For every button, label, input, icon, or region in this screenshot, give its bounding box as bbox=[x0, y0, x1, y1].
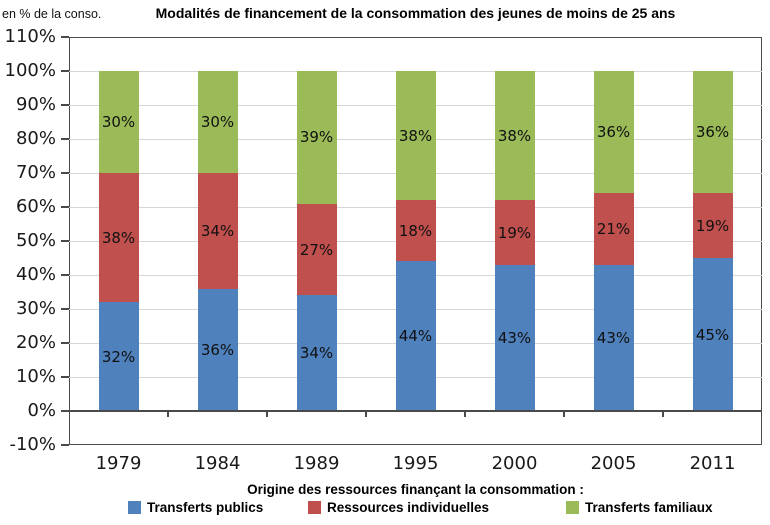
y-axis-tick-label: 10% bbox=[15, 366, 56, 387]
y-axis-tick bbox=[61, 138, 69, 140]
y-axis-tick bbox=[61, 376, 69, 378]
bar-segment-transferts-familiaux bbox=[494, 71, 535, 201]
bar-segment-ressources-individuelles bbox=[296, 203, 337, 296]
x-axis-zero-line bbox=[69, 410, 762, 412]
legend-item-ressources-individuelles: Ressources individuelles bbox=[308, 499, 489, 515]
bar-value-label: 36% bbox=[695, 123, 730, 142]
bar-value-label: 36% bbox=[200, 340, 235, 359]
bar-segment-ressources-individuelles bbox=[593, 193, 634, 265]
bar-value-label: 43% bbox=[497, 328, 532, 347]
bar-segment-transferts-publics bbox=[593, 264, 634, 411]
bar-value-label: 44% bbox=[398, 327, 433, 346]
y-axis-tick-label: 0% bbox=[27, 400, 56, 421]
bar-value-label: 19% bbox=[497, 223, 532, 242]
y-axis-tick bbox=[61, 308, 69, 310]
x-axis-tick bbox=[365, 411, 367, 417]
bar-segment-ressources-individuelles bbox=[494, 200, 535, 265]
bar-value-label: 45% bbox=[695, 325, 730, 344]
bar-segment-transferts-publics bbox=[98, 302, 139, 411]
bar-segment-transferts-publics bbox=[197, 288, 238, 411]
y-axis-tick-label: 70% bbox=[15, 162, 56, 183]
y-axis-tick-label: 60% bbox=[15, 196, 56, 217]
y-axis-tick bbox=[61, 342, 69, 344]
legend-item-label: Ressources individuelles bbox=[327, 499, 490, 515]
bar-segment-transferts-familiaux bbox=[296, 71, 337, 204]
legend-swatch-icon bbox=[128, 500, 141, 514]
y-axis-unit-label: en % de la conso. bbox=[2, 7, 102, 21]
bar-value-label: 19% bbox=[695, 216, 730, 235]
bar-segment-transferts-publics bbox=[494, 264, 535, 411]
legend-swatch-icon bbox=[308, 500, 321, 514]
bar-value-label: 27% bbox=[299, 240, 334, 259]
y-axis-tick bbox=[61, 444, 69, 446]
bar-value-label: 21% bbox=[596, 220, 631, 239]
y-axis-tick-label: 50% bbox=[15, 230, 56, 251]
bar-value-label: 38% bbox=[398, 126, 433, 145]
bar-value-label: 39% bbox=[299, 128, 334, 147]
y-axis-tick-label: 90% bbox=[15, 94, 56, 115]
y-axis-tick bbox=[61, 274, 69, 276]
bar-segment-transferts-familiaux bbox=[692, 71, 733, 194]
bar-value-label: 36% bbox=[596, 123, 631, 142]
bar-value-label: 18% bbox=[398, 221, 433, 240]
x-axis-category-label: 2005 bbox=[590, 453, 637, 474]
bar-segment-transferts-familiaux bbox=[395, 71, 436, 201]
bar-segment-transferts-familiaux bbox=[593, 71, 634, 194]
y-axis-tick bbox=[61, 104, 69, 106]
legend-title: Origine des ressources finançant la cons… bbox=[247, 482, 584, 497]
bar-value-label: 43% bbox=[596, 328, 631, 347]
y-axis-tick-label: 40% bbox=[15, 264, 56, 285]
legend-item-label: Transferts publics bbox=[147, 499, 264, 515]
x-axis-tick bbox=[563, 411, 565, 417]
bar-value-label: 30% bbox=[200, 113, 235, 131]
bar-value-label: 38% bbox=[497, 126, 532, 145]
bar-value-label: 38% bbox=[101, 228, 136, 247]
x-axis-category-label: 1995 bbox=[392, 453, 439, 474]
legend-item-transferts-familiaux: Transferts familiaux bbox=[566, 499, 713, 515]
y-axis-tick-label: -10% bbox=[9, 434, 56, 455]
y-axis-tick bbox=[61, 206, 69, 208]
bar-value-label: 34% bbox=[200, 221, 235, 240]
x-axis-tick bbox=[167, 411, 169, 417]
legend-item-transferts-publics: Transferts publics bbox=[128, 499, 263, 515]
y-axis-tick bbox=[61, 410, 69, 412]
bar-value-label: 32% bbox=[101, 347, 136, 366]
x-axis-tick bbox=[266, 411, 268, 417]
legend-item-label: Transferts familiaux bbox=[585, 499, 713, 515]
y-axis-tick-label: 80% bbox=[15, 128, 56, 149]
x-axis-category-label: 1989 bbox=[293, 453, 340, 474]
bar-segment-transferts-familiaux bbox=[98, 71, 139, 173]
bar-segment-transferts-publics bbox=[692, 258, 733, 411]
x-axis-category-label: 1984 bbox=[194, 453, 241, 474]
y-axis-tick bbox=[61, 36, 69, 38]
bar-segment-ressources-individuelles bbox=[197, 173, 238, 289]
bar-segment-ressources-individuelles bbox=[98, 173, 139, 303]
legend-swatch-icon bbox=[566, 500, 579, 514]
bar-value-label: 30% bbox=[101, 113, 136, 131]
bar-segment-transferts-familiaux bbox=[197, 71, 238, 173]
x-axis-category-label: 1979 bbox=[95, 453, 142, 474]
x-axis-category-label: 2011 bbox=[689, 453, 736, 474]
y-axis-tick-label: 100% bbox=[4, 60, 56, 81]
x-axis-category-label: 2000 bbox=[491, 453, 538, 474]
y-axis-tick-label: 30% bbox=[15, 298, 56, 319]
x-axis-tick bbox=[464, 411, 466, 417]
y-axis-tick-label: 110% bbox=[4, 26, 56, 47]
y-axis-tick-label: 20% bbox=[15, 332, 56, 353]
y-axis-tick bbox=[61, 240, 69, 242]
y-axis-tick bbox=[61, 70, 69, 72]
bar-segment-transferts-publics bbox=[395, 261, 436, 411]
bar-value-label: 34% bbox=[299, 344, 334, 363]
bar-segment-ressources-individuelles bbox=[395, 200, 436, 262]
y-axis-tick bbox=[61, 172, 69, 174]
bar-segment-ressources-individuelles bbox=[692, 193, 733, 258]
chart-title: Modalités de financement de la consommat… bbox=[155, 5, 676, 21]
bar-segment-transferts-publics bbox=[296, 295, 337, 411]
x-axis-tick bbox=[662, 411, 664, 417]
